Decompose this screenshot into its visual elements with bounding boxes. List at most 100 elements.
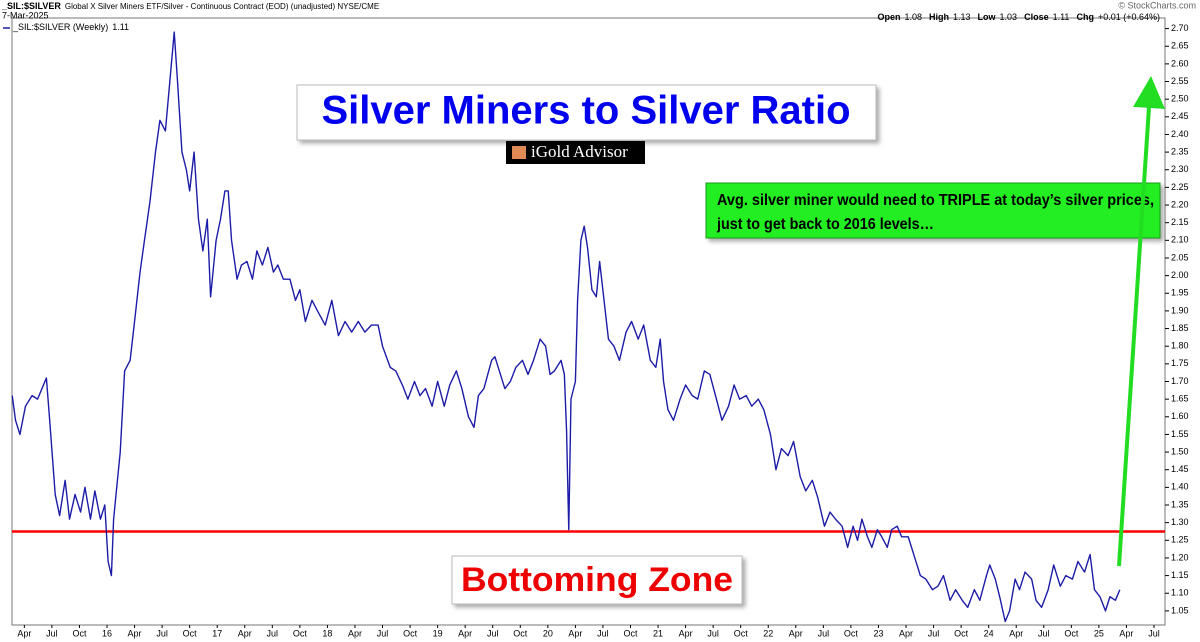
x-tick-label: Jul [1038, 628, 1050, 638]
x-tick-label: Oct [844, 628, 859, 638]
y-tick-label: 1.40 [1171, 482, 1189, 492]
y-tick-label: 1.05 [1171, 605, 1189, 615]
x-tick-label: Jul [267, 628, 279, 638]
x-tick-label: 23 [873, 628, 883, 638]
x-tick-label: Oct [183, 628, 198, 638]
source: © StockCharts.com [1118, 0, 1196, 10]
callout-line: just to get back to 2016 levels… [716, 216, 934, 233]
y-tick-label: 2.50 [1171, 94, 1189, 104]
y-tick-label: 2.30 [1171, 164, 1189, 174]
x-tick-label: Apr [238, 628, 252, 638]
description: Global X Silver Miners ETF/Silver - Cont… [65, 2, 379, 11]
x-tick-label: Oct [513, 628, 528, 638]
ohlc-value: +0.01 (+0.64%) [1098, 12, 1160, 22]
x-tick-label: Oct [403, 628, 418, 638]
y-tick-label: 2.25 [1171, 182, 1189, 192]
x-tick-label: Jul [707, 628, 719, 638]
x-tick-label: 24 [984, 628, 994, 638]
legend: _SIL:$SILVER (Weekly) 1.11 [12, 22, 129, 32]
y-tick-label: 1.10 [1171, 588, 1189, 598]
x-tick-label: Jul [1148, 628, 1160, 638]
x-tick-label: Oct [954, 628, 969, 638]
x-tick-label: Jul [487, 628, 499, 638]
arrow [1117, 76, 1165, 567]
callout-box [705, 182, 1161, 239]
x-tick-label: Oct [623, 628, 638, 638]
x-tick-label: 22 [763, 628, 773, 638]
ohlc-value: 1.11 [1053, 12, 1070, 22]
ohlc-value: 1.13 [953, 12, 971, 22]
logo: iGold Advisor [531, 142, 628, 161]
y-tick-label: 2.20 [1171, 199, 1189, 209]
ohlc-label: Open [877, 12, 900, 22]
y-tick-label: 2.05 [1171, 252, 1189, 262]
zone-label: Bottoming Zone [461, 561, 733, 599]
y-tick-label: 1.60 [1171, 411, 1189, 421]
date: 7-Mar-2025 [2, 10, 49, 20]
logo-box [506, 141, 645, 164]
x-tick-label: Oct [1064, 628, 1079, 638]
legend-value: 1.11 [112, 22, 129, 32]
ohlc: Open 1.08 High 1.13 Low 1.03 Close 1.11 Chg +0.01… [877, 12, 1160, 22]
y-tick-label: 1.25 [1171, 535, 1189, 545]
header: _SIL:$SILVER Global X Silver Miners ETF/S… [1, 1, 379, 11]
x-tick-label: Jul [46, 628, 58, 638]
x-tick-label: 17 [212, 628, 222, 638]
y-tick-label: 1.90 [1171, 305, 1189, 315]
ohlc-label: Close [1024, 12, 1049, 22]
x-tick-label: Apr [128, 628, 142, 638]
y-tick-label: 2.00 [1171, 270, 1189, 280]
plot-frame [11, 17, 1166, 626]
y-tick-label: 1.70 [1171, 376, 1189, 386]
ohlc-value: 1.03 [1000, 12, 1018, 22]
ohlc-label: High [929, 12, 949, 22]
y-tick-label: 2.10 [1171, 235, 1189, 245]
callout-line: Avg. silver miner would need to TRIPLE a… [717, 192, 1154, 209]
y-tick-label: 2.40 [1171, 129, 1189, 139]
x-tick-label: Jul [156, 628, 168, 638]
x-tick-label: 18 [322, 628, 332, 638]
y-tick-label: 1.80 [1171, 341, 1189, 351]
y-tick-label: 1.65 [1171, 394, 1189, 404]
ohlc-label: Low [978, 12, 997, 22]
y-tick-label: 1.95 [1171, 288, 1189, 298]
y-tick-label: 2.60 [1171, 58, 1189, 68]
y-tick-label: 1.35 [1171, 499, 1189, 509]
x-tick-label: Jul [377, 628, 389, 638]
x-tick-label: Apr [568, 628, 582, 638]
x-tick-label: Apr [1009, 628, 1023, 638]
y-tick-label: 2.65 [1171, 41, 1189, 51]
x-tick-label: Apr [17, 628, 31, 638]
ohlc-value: 1.08 [904, 12, 922, 22]
y-tick-label: 2.15 [1171, 217, 1189, 227]
y-tick-label: 1.50 [1171, 446, 1189, 456]
y-tick-label: 2.55 [1171, 76, 1189, 86]
logo-icon [512, 146, 526, 159]
x-tick-label: 19 [433, 628, 443, 638]
legend-label: _SIL:$SILVER (Weekly) [12, 22, 108, 32]
x-tick-label: Apr [789, 628, 803, 638]
x-tick-label: 16 [102, 628, 112, 638]
x-tick-label: Jul [928, 628, 940, 638]
x-tick-label: Oct [293, 628, 308, 638]
x-tick-label: Apr [899, 628, 913, 638]
y-tick-label: 2.35 [1171, 146, 1189, 156]
x-tick-label: 20 [543, 628, 553, 638]
x-tick-label: 21 [653, 628, 663, 638]
x-tick-label: 25 [1094, 628, 1104, 638]
y-tick-label: 1.45 [1171, 464, 1189, 474]
x-tick-label: Apr [348, 628, 362, 638]
y-tick-label: 1.15 [1171, 570, 1189, 580]
y-tick-label: 1.55 [1171, 429, 1189, 439]
ohlc-label: Chg [1076, 12, 1094, 22]
y-tick-label: 1.20 [1171, 552, 1189, 562]
chart-title: Silver Miners to Silver Ratio [321, 89, 850, 133]
symbol: _SIL:$SILVER [1, 1, 61, 11]
x-tick-label: Jul [597, 628, 609, 638]
x-tick-label: Apr [458, 628, 472, 638]
series-line [11, 31, 1121, 623]
title-box [296, 84, 877, 141]
x-tick-label: Apr [1119, 628, 1133, 638]
y-tick-label: 2.70 [1171, 23, 1189, 33]
